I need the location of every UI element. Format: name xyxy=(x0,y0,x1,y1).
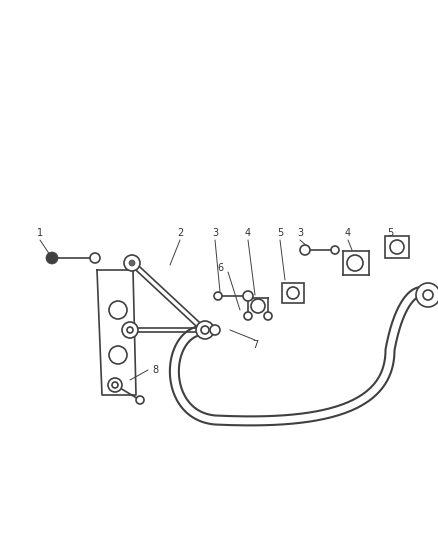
Circle shape xyxy=(214,292,222,300)
Circle shape xyxy=(347,255,363,271)
Circle shape xyxy=(90,253,100,263)
Circle shape xyxy=(420,287,436,303)
Circle shape xyxy=(124,255,140,271)
Circle shape xyxy=(108,378,122,392)
Circle shape xyxy=(127,327,133,333)
Circle shape xyxy=(331,246,339,254)
Circle shape xyxy=(122,322,138,338)
Circle shape xyxy=(112,382,118,388)
Circle shape xyxy=(287,287,299,299)
Circle shape xyxy=(196,321,214,339)
Circle shape xyxy=(416,283,438,307)
Bar xyxy=(282,283,304,303)
Circle shape xyxy=(109,346,127,364)
Circle shape xyxy=(244,312,252,320)
Text: 5: 5 xyxy=(387,228,393,238)
Circle shape xyxy=(109,301,127,319)
Text: 7: 7 xyxy=(252,340,258,350)
Text: 6: 6 xyxy=(217,263,223,273)
Circle shape xyxy=(251,299,265,313)
Text: 1: 1 xyxy=(37,228,43,238)
Circle shape xyxy=(197,323,211,337)
Text: 3: 3 xyxy=(297,228,303,238)
Text: 4: 4 xyxy=(345,228,351,238)
Circle shape xyxy=(201,327,207,333)
Circle shape xyxy=(390,240,404,254)
Text: 5: 5 xyxy=(277,228,283,238)
Text: 4: 4 xyxy=(245,228,251,238)
Circle shape xyxy=(136,396,144,404)
Text: 2: 2 xyxy=(177,228,183,238)
Circle shape xyxy=(129,260,135,266)
Text: 3: 3 xyxy=(212,228,218,238)
Circle shape xyxy=(264,312,272,320)
Circle shape xyxy=(243,291,253,301)
Circle shape xyxy=(210,325,220,335)
Bar xyxy=(385,236,409,258)
Text: 8: 8 xyxy=(152,365,158,375)
Circle shape xyxy=(201,326,209,334)
Circle shape xyxy=(425,292,431,298)
Circle shape xyxy=(423,290,433,300)
Circle shape xyxy=(300,245,310,255)
Circle shape xyxy=(46,252,58,264)
